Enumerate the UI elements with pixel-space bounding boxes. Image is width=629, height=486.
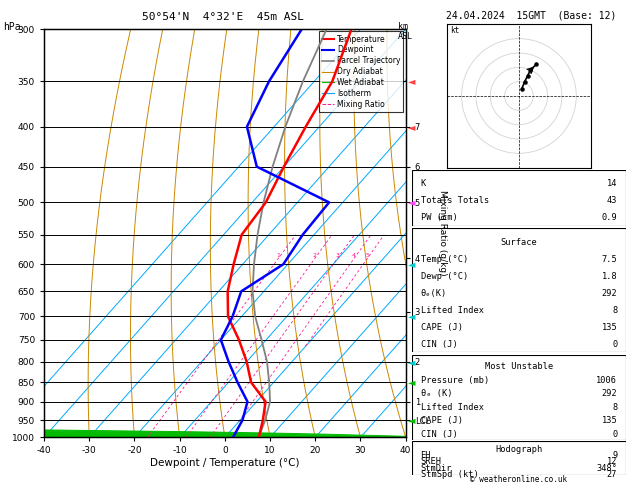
Legend: Temperature, Dewpoint, Parcel Trajectory, Dry Adiabat, Wet Adiabat, Isotherm, Mi: Temperature, Dewpoint, Parcel Trajectory… — [320, 32, 403, 112]
Text: 292: 292 — [601, 289, 617, 298]
Text: Lifted Index: Lifted Index — [421, 306, 484, 314]
Text: Most Unstable: Most Unstable — [485, 362, 553, 371]
Text: 1006: 1006 — [596, 376, 617, 385]
Text: ◄: ◄ — [408, 197, 415, 208]
Text: ◄: ◄ — [408, 259, 415, 269]
Point — [520, 78, 530, 86]
X-axis label: Dewpoint / Temperature (°C): Dewpoint / Temperature (°C) — [150, 458, 299, 468]
Text: 1: 1 — [276, 254, 281, 259]
Text: kt: kt — [450, 26, 459, 35]
Text: 14: 14 — [607, 179, 617, 189]
Text: StmSpd (kt): StmSpd (kt) — [421, 470, 478, 479]
Text: PW (cm): PW (cm) — [421, 213, 457, 222]
Text: Pressure (mb): Pressure (mb) — [421, 376, 489, 385]
Text: Hodograph: Hodograph — [495, 445, 543, 454]
Text: ◄: ◄ — [408, 377, 415, 387]
Text: 8: 8 — [612, 306, 617, 314]
Text: Temp (°C): Temp (°C) — [421, 255, 468, 264]
Text: ◄: ◄ — [408, 415, 415, 425]
Text: Totals Totals: Totals Totals — [421, 196, 489, 206]
Text: 135: 135 — [601, 416, 617, 425]
Text: 4: 4 — [352, 254, 356, 259]
Text: StmDir: StmDir — [421, 464, 452, 473]
Text: 1.8: 1.8 — [601, 272, 617, 281]
Text: hPa: hPa — [3, 22, 21, 32]
Text: 348°: 348° — [596, 464, 617, 473]
Text: 50°54'N  4°32'E  45m ASL: 50°54'N 4°32'E 45m ASL — [142, 12, 304, 22]
Text: Dewp (°C): Dewp (°C) — [421, 272, 468, 281]
Text: ◄: ◄ — [408, 76, 415, 87]
Text: EH: EH — [421, 451, 431, 460]
Text: 135: 135 — [601, 323, 617, 331]
Point — [523, 72, 533, 80]
Text: 3: 3 — [335, 254, 340, 259]
Text: 43: 43 — [607, 196, 617, 206]
Text: 7.5: 7.5 — [601, 255, 617, 264]
Text: 292: 292 — [601, 389, 617, 398]
Text: 0: 0 — [612, 430, 617, 439]
Text: K: K — [421, 179, 426, 189]
Point — [517, 85, 527, 93]
Text: ◄: ◄ — [408, 357, 415, 367]
Point — [525, 66, 535, 74]
Text: ◄: ◄ — [408, 312, 415, 321]
Text: SREH: SREH — [421, 457, 442, 466]
Text: 0: 0 — [612, 340, 617, 348]
Text: CIN (J): CIN (J) — [421, 340, 457, 348]
Text: CIN (J): CIN (J) — [421, 430, 457, 439]
Text: 8: 8 — [612, 403, 617, 412]
Text: km
ASL: km ASL — [398, 22, 413, 41]
Text: 5: 5 — [365, 254, 369, 259]
Text: 24.04.2024  15GMT  (Base: 12): 24.04.2024 15GMT (Base: 12) — [447, 11, 616, 21]
Text: 2: 2 — [313, 254, 317, 259]
Text: θₑ (K): θₑ (K) — [421, 389, 452, 398]
Text: θₑ(K): θₑ(K) — [421, 289, 447, 298]
Text: CAPE (J): CAPE (J) — [421, 323, 462, 331]
Text: ◄: ◄ — [408, 122, 415, 132]
Point — [531, 61, 541, 69]
Text: 0.9: 0.9 — [601, 213, 617, 222]
Text: 9: 9 — [612, 451, 617, 460]
Text: 27: 27 — [607, 470, 617, 479]
Y-axis label: Mixing Ratio (g/kg): Mixing Ratio (g/kg) — [438, 191, 447, 276]
Text: © weatheronline.co.uk: © weatheronline.co.uk — [470, 474, 567, 484]
Text: CAPE (J): CAPE (J) — [421, 416, 462, 425]
Text: Surface: Surface — [501, 238, 537, 247]
Text: 12: 12 — [607, 457, 617, 466]
Text: Lifted Index: Lifted Index — [421, 403, 484, 412]
